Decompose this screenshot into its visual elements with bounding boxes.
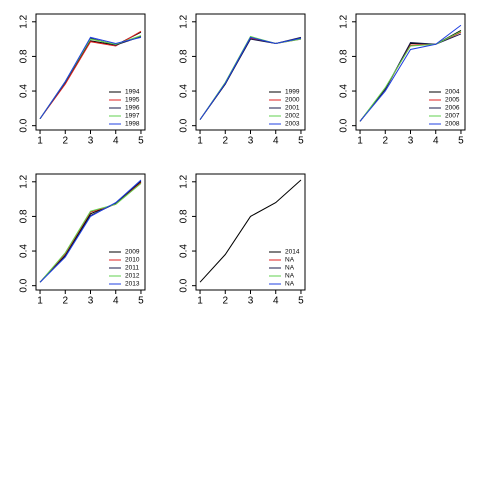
legend-label: 1995 [125,97,140,104]
x-tick-label: 3 [248,136,254,147]
legend-label: 1998 [125,121,140,128]
y-tick-label: 1.2 [179,174,190,188]
y-tick-label: 0.0 [19,278,30,292]
legend-label: 2007 [445,113,460,120]
x-tick-label: 2 [222,296,228,307]
y-tick-label: 0.8 [19,209,30,223]
y-tick-label: 0.0 [179,278,190,292]
legend-label: 2002 [285,113,300,120]
x-tick-label: 1 [37,136,43,147]
x-tick-label: 5 [298,136,304,147]
legend-label: 2003 [285,121,300,128]
x-tick-label: 4 [433,136,439,147]
x-tick-label: 5 [458,136,464,147]
y-tick-label: 1.2 [19,174,30,188]
legend-label: 2012 [125,273,140,280]
legend-label: 2000 [285,97,300,104]
x-tick-label: 1 [37,296,43,307]
y-tick-label: 0.8 [179,49,190,63]
y-tick-label: 0.4 [19,84,30,98]
x-tick-label: 4 [273,296,279,307]
x-tick-label: 1 [357,136,363,147]
legend-label: 2005 [445,97,460,104]
x-tick-label: 5 [138,296,144,307]
legend-label: 2004 [445,89,460,96]
legend-label: 2001 [285,105,300,112]
legend-label: 1997 [125,113,140,120]
x-tick-label: 2 [62,296,68,307]
x-tick-label: 2 [222,136,228,147]
y-tick-label: 0.0 [339,118,350,132]
legend-label: 2008 [445,121,460,128]
x-tick-label: 5 [298,296,304,307]
series-line [199,36,302,120]
legend-label: NA [285,265,295,272]
y-tick-label: 1.2 [179,14,190,28]
y-tick-label: 0.4 [339,84,350,98]
series-line [39,179,142,283]
series-line [39,183,142,283]
x-tick-label: 2 [62,136,68,147]
series-line [359,30,462,122]
y-tick-label: 0.0 [179,118,190,132]
legend-label: NA [285,281,295,288]
series-line [39,36,142,120]
x-tick-label: 5 [138,136,144,147]
y-tick-label: 0.8 [19,49,30,63]
legend-label: NA [285,273,295,280]
x-tick-label: 4 [273,136,279,147]
series-line [199,179,302,283]
x-tick-label: 3 [88,296,94,307]
y-tick-label: 0.0 [19,118,30,132]
x-tick-label: 2 [382,136,388,147]
legend-label: 1996 [125,105,140,112]
series-line [359,24,462,122]
x-tick-label: 4 [113,296,119,307]
legend-label: 2010 [125,257,140,264]
x-tick-label: 3 [408,136,414,147]
legend-label: 1999 [285,89,300,96]
legend-label: NA [285,257,295,264]
legend-label: 2013 [125,281,140,288]
y-tick-label: 1.2 [339,14,350,28]
series-line [359,33,462,122]
legend-label: 2014 [285,249,300,256]
y-tick-label: 0.8 [339,49,350,63]
legend-label: 2006 [445,105,460,112]
legend-label: 2011 [125,265,139,272]
legend-label: 2009 [125,249,140,256]
x-tick-label: 1 [197,136,203,147]
y-tick-label: 0.8 [179,209,190,223]
y-tick-label: 0.4 [179,84,190,98]
x-tick-label: 3 [88,136,94,147]
y-tick-label: 0.4 [179,244,190,258]
y-tick-label: 1.2 [19,14,30,28]
x-tick-label: 1 [197,296,203,307]
legend-label: 1994 [125,89,140,96]
x-tick-label: 4 [113,136,119,147]
x-tick-label: 3 [248,296,254,307]
y-tick-label: 0.4 [19,244,30,258]
